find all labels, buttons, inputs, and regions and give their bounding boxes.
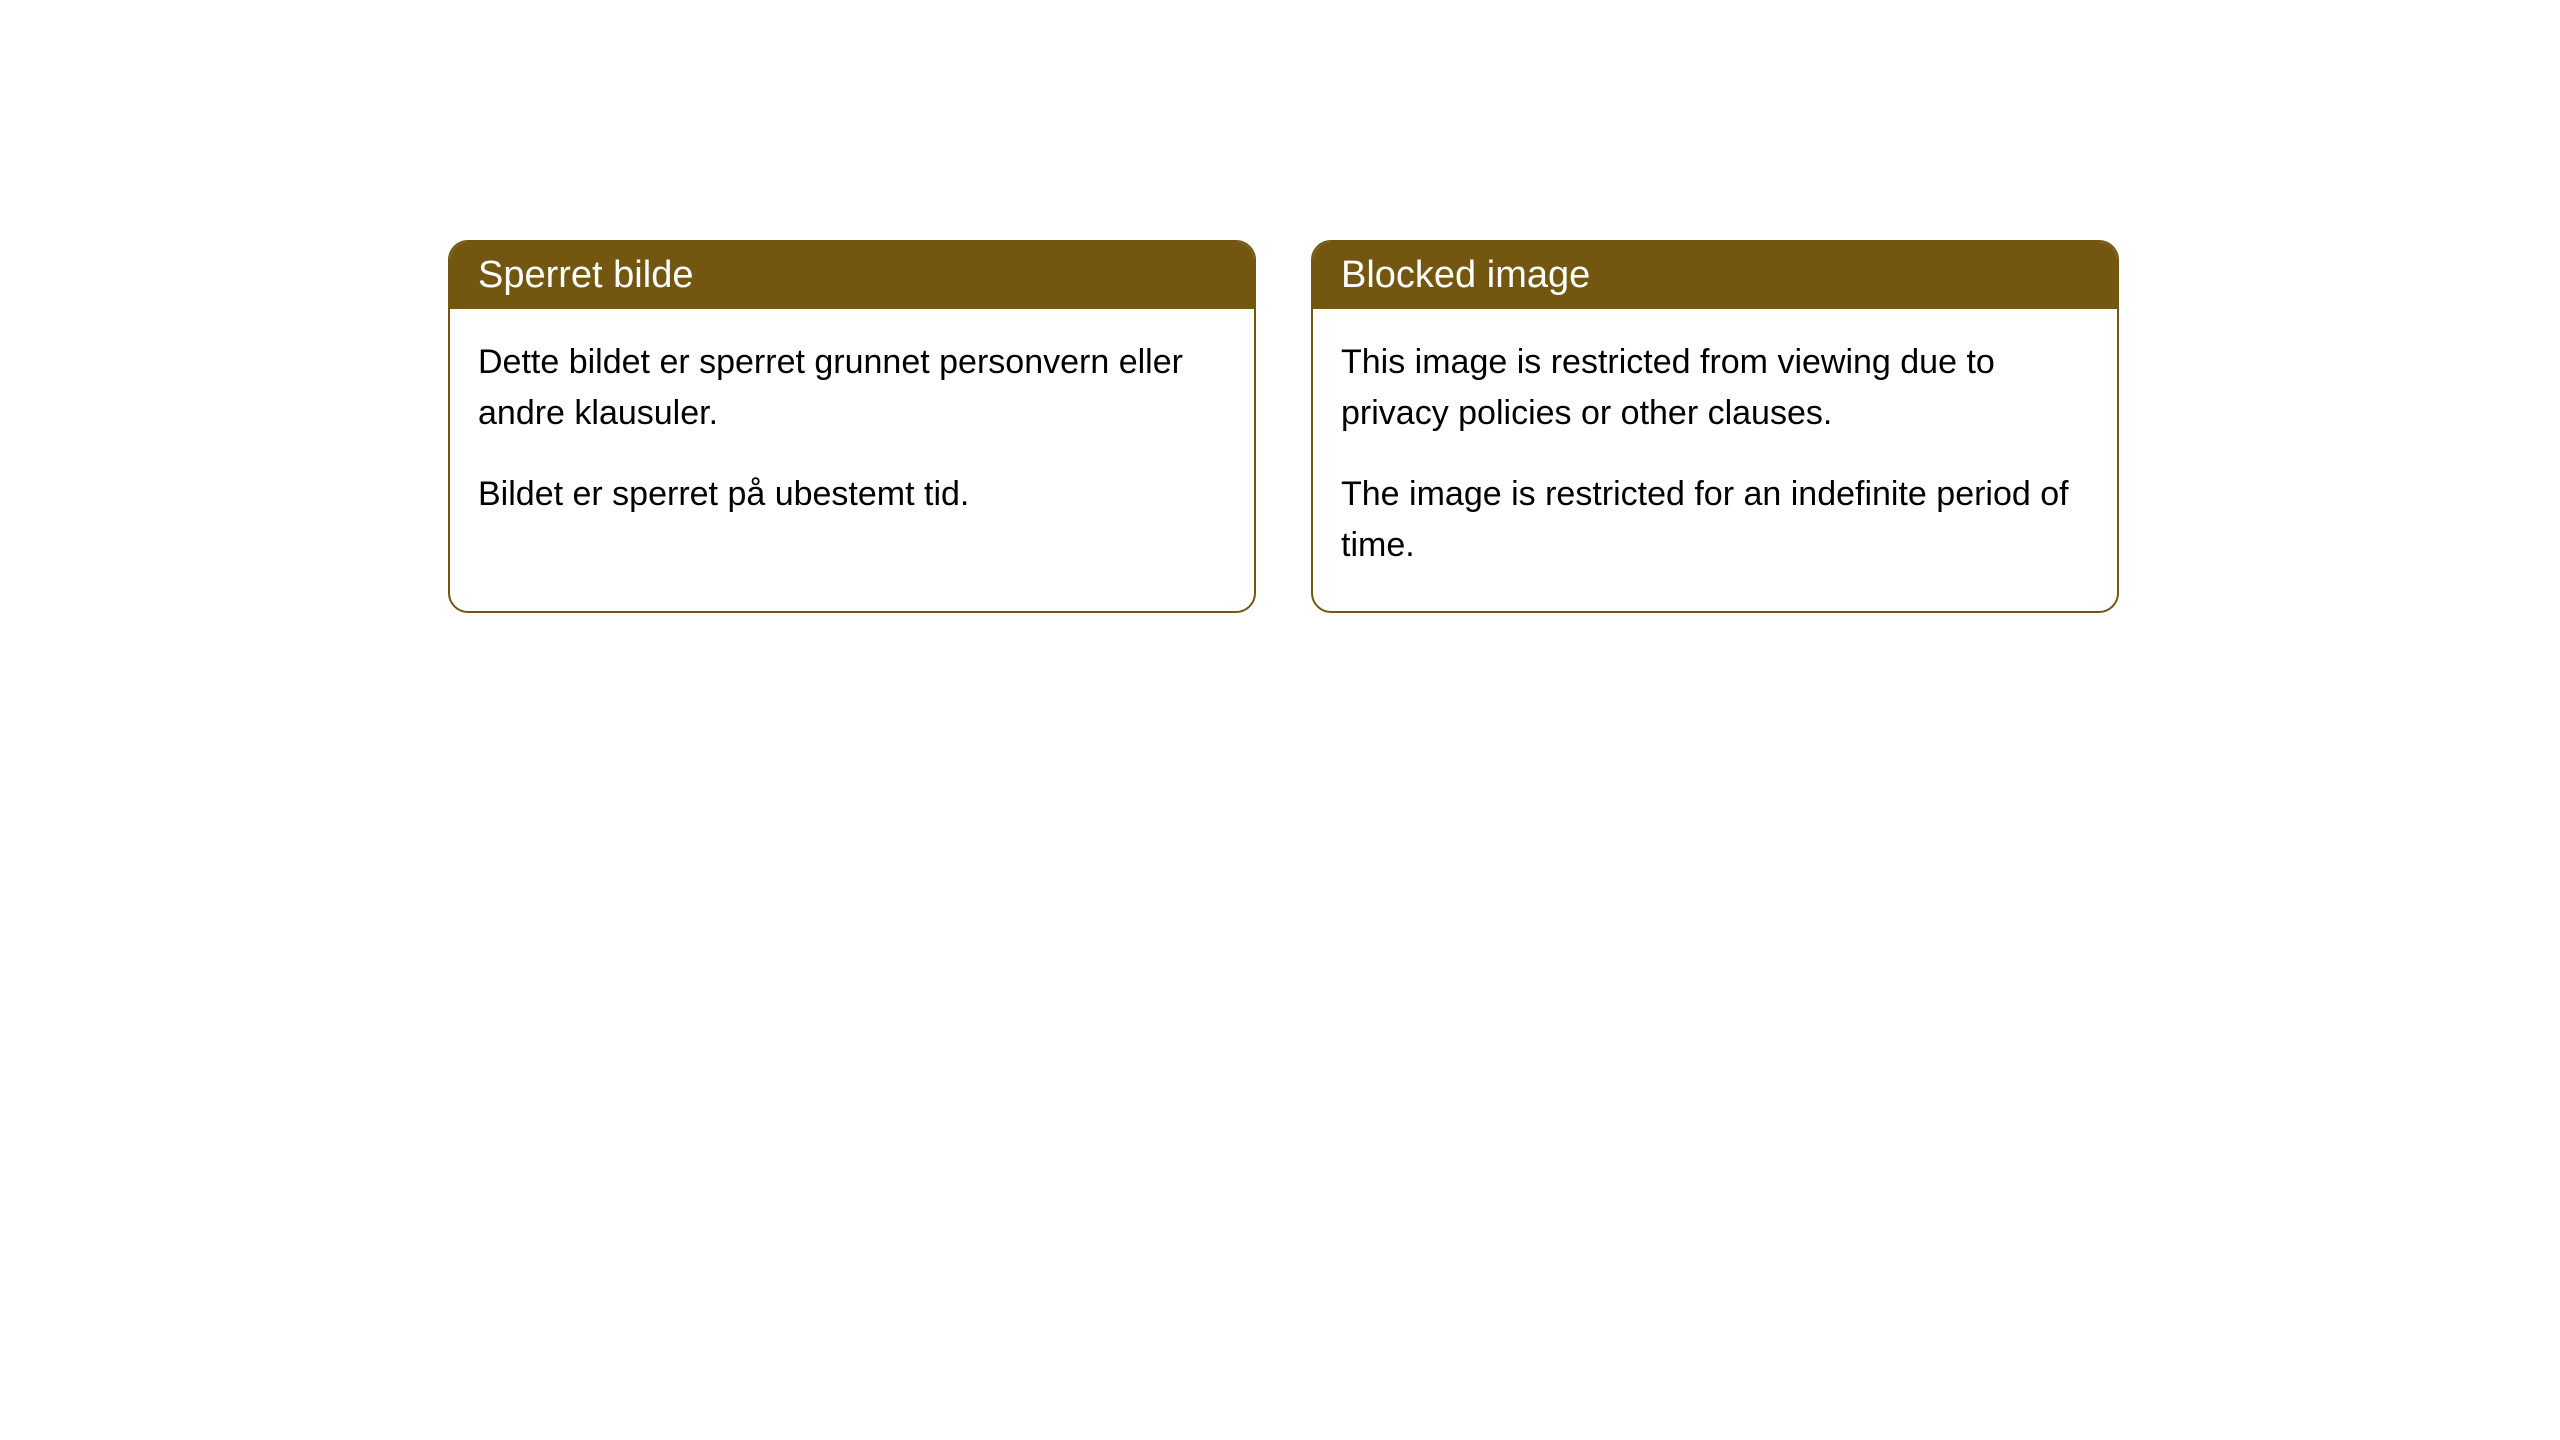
card-header-english: Blocked image	[1313, 242, 2117, 309]
card-title: Blocked image	[1341, 254, 1590, 296]
card-title: Sperret bilde	[478, 254, 693, 296]
card-paragraph: This image is restricted from viewing du…	[1341, 337, 2089, 439]
card-paragraph: Dette bildet er sperret grunnet personve…	[478, 337, 1226, 439]
card-paragraph: Bildet er sperret på ubestemt tid.	[478, 469, 1226, 520]
notice-card-english: Blocked image This image is restricted f…	[1311, 240, 2119, 613]
card-body-english: This image is restricted from viewing du…	[1313, 309, 2117, 611]
card-body-norwegian: Dette bildet er sperret grunnet personve…	[450, 309, 1254, 560]
card-paragraph: The image is restricted for an indefinit…	[1341, 469, 2089, 571]
notice-card-norwegian: Sperret bilde Dette bildet er sperret gr…	[448, 240, 1256, 613]
notice-cards-container: Sperret bilde Dette bildet er sperret gr…	[448, 240, 2119, 613]
card-header-norwegian: Sperret bilde	[450, 242, 1254, 309]
